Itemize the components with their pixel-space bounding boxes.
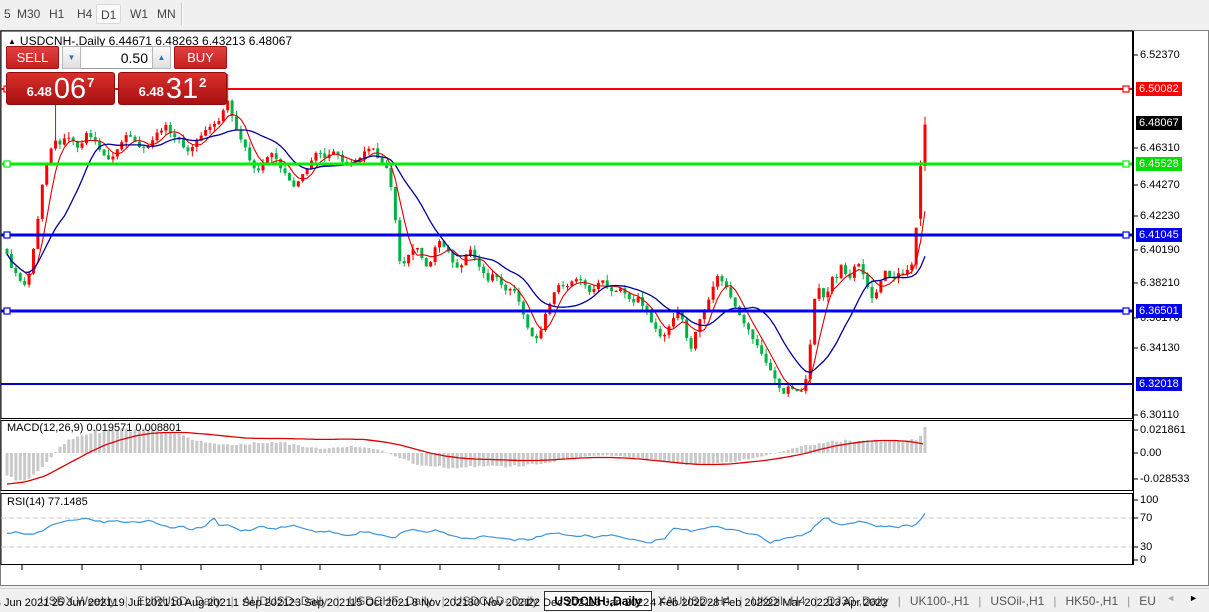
- price-level-badge: 6.45528: [1136, 157, 1182, 171]
- date-tick-label: 13 Jan 2022: [588, 597, 650, 609]
- chart-tab-eurusd-daily[interactable]: EURUSD-,Daily: [136, 593, 222, 608]
- tab-separator: |: [230, 593, 234, 608]
- volume-stepper: ▼ ▲: [62, 46, 171, 69]
- chart-tab-xauusd-h4[interactable]: XAUUSD-,H4: [657, 593, 731, 608]
- date-tick-label: 13 Apr 2022: [828, 597, 888, 609]
- chart-tab-usoil-h1[interactable]: USOil-,H1: [990, 593, 1045, 608]
- price-tick-label: 30: [1140, 541, 1153, 553]
- chart-tab-ukoil-h4[interactable]: UKOil-,H4: [751, 593, 806, 608]
- chart-tab-usdchf-daily[interactable]: USDCHF-,Daily: [348, 593, 433, 608]
- price-axis[interactable]: 6.52370 6.46310 6.44270 6.42230 6.40190 6.382…: [1134, 30, 1209, 586]
- date-tick-label: 22 Mar 2022: [767, 597, 829, 609]
- buy-price-big: 31: [165, 73, 199, 105]
- price-tick-label: 6.52370: [1140, 49, 1180, 61]
- volume-decrease-icon[interactable]: ▼: [62, 46, 81, 69]
- tab-separator: |: [124, 593, 128, 608]
- chart-tab-eu[interactable]: EU: [1139, 593, 1156, 608]
- sell-price-big: 06: [53, 73, 87, 105]
- tab-scroll-right-icon[interactable]: ►: [1189, 593, 1198, 603]
- chart-tab-dj30-daily[interactable]: DJ30-,Daily: [826, 593, 889, 608]
- tab-scroll-left-icon[interactable]: ◄: [1166, 593, 1176, 603]
- chart-tab-usdx-weekly[interactable]: USDX,Weekly: [40, 593, 116, 608]
- volume-increase-icon[interactable]: ▲: [152, 46, 171, 69]
- price-level-badge: 6.36501: [1136, 304, 1182, 318]
- price-tick-label: 70: [1140, 512, 1153, 524]
- candles: [5, 73, 927, 398]
- sell-button[interactable]: SELL: [6, 46, 59, 69]
- price-tick-label: 100: [1140, 494, 1159, 506]
- timeframe-button-H1[interactable]: H1: [49, 7, 65, 21]
- date-tick-label: 19 Jul 2021: [112, 597, 170, 609]
- chart-tab-usdcad-daily[interactable]: USDCAD-,Daily: [453, 593, 539, 608]
- sell-price-sup: 7: [87, 75, 95, 90]
- timeframe-button-MN[interactable]: MN: [157, 7, 176, 21]
- price-tick-label: 6.42230: [1140, 210, 1180, 222]
- sell-price-small: 6.48: [26, 84, 52, 99]
- date-tick-label: 22 Dec 2021: [527, 597, 591, 609]
- date-tick-label: 4 Feb 2022: [650, 597, 706, 609]
- date-tick-label: 25 Jun 2021: [51, 597, 113, 609]
- tab-separator: |: [336, 593, 340, 608]
- price-level-badge: 6.48067: [1136, 116, 1182, 130]
- macd-label: MACD(12,26,9) 0.019571 0.008801: [7, 422, 182, 434]
- date-tick-label: 15 Oct 2021: [350, 597, 410, 609]
- price-tick-label: 6.38210: [1140, 277, 1180, 289]
- price-tick-label: 6.34130: [1140, 342, 1180, 354]
- tab-separator: |: [978, 593, 982, 608]
- price-tick-label: 6.44270: [1140, 179, 1180, 191]
- tab-separator: |: [1053, 593, 1057, 608]
- timeframe-button-D1[interactable]: D1: [96, 4, 122, 24]
- collapse-arrow-icon: ▲: [8, 37, 16, 46]
- chart-tab-audusd-daily[interactable]: AUDUSD-,Daily: [242, 593, 328, 608]
- chart-title: ▲ USDCNH-,Daily 6.44671 6.48263 6.43213 6…: [8, 34, 292, 48]
- buy-price-box[interactable]: 6.48 31 2: [118, 72, 227, 105]
- timeframe-button-5[interactable]: 5: [4, 7, 11, 21]
- date-tick-label: 28 Feb 2022: [707, 597, 769, 609]
- price-tick-label: 0.021861: [1140, 424, 1186, 436]
- date-tick-label: 3 Jun 2021: [0, 597, 50, 609]
- tab-scroll-arrows: ◄ ►: [1159, 593, 1205, 603]
- price-tick-label: 6.30110: [1140, 409, 1179, 421]
- rsi-label: RSI(14) 77.1485: [7, 496, 88, 508]
- price-tick-label: 0.00: [1140, 447, 1162, 459]
- buy-button[interactable]: BUY: [174, 46, 227, 69]
- date-axis[interactable]: 3 Jun 2021 25 Jun 2021 19 Jul 2021 10 Aug 2…: [0, 597, 1133, 612]
- price-tick-label: 0: [1140, 554, 1147, 566]
- date-tick-label: 8 Nov 2021: [411, 597, 469, 609]
- date-tick-label: 1 Sep 2021: [232, 597, 290, 609]
- tab-separator: |: [1127, 593, 1131, 608]
- price-tick-label: -0.028533: [1140, 473, 1190, 485]
- chart-tab-bar: USDX,Weekly | EURUSD-,Daily | AUDUSD-,Daily |…: [0, 588, 1209, 612]
- timeframe-button-H4[interactable]: H4: [77, 7, 93, 21]
- price-level-badge: 6.41045: [1136, 228, 1182, 242]
- chart-canvas[interactable]: [0, 30, 1209, 586]
- tab-separator: |: [441, 593, 445, 608]
- volume-input[interactable]: [81, 46, 152, 69]
- chart-tab-hk50-h1[interactable]: HK50-,H1: [1065, 593, 1119, 608]
- timeframe-toolbar: 5 M30 H1 H4 D1 W1 MN: [0, 0, 1209, 29]
- date-tick-label: 23 Sep 2021: [288, 597, 352, 609]
- price-level-badge: 6.32018: [1136, 377, 1182, 391]
- price-tick-label: 6.40190: [1140, 244, 1180, 256]
- date-tick-label: 10 Aug 2021: [170, 597, 232, 609]
- price-tick-label: 6.46310: [1140, 142, 1180, 154]
- timeframe-button-M30[interactable]: M30: [17, 7, 41, 21]
- one-click-trade-panel: SELL ▼ ▲ BUY 6.48 06 7 6.48 31 2: [6, 46, 227, 105]
- chart-tab-uk100-h1[interactable]: UK100-,H1: [909, 593, 970, 608]
- timeframe-button-W1[interactable]: W1: [130, 7, 148, 21]
- sell-price-box[interactable]: 6.48 06 7: [6, 72, 115, 105]
- chart-tab-usdcnh-daily[interactable]: USDCNH-,Daily: [544, 590, 652, 611]
- toolbar-separator: [181, 3, 182, 25]
- buy-price-small: 6.48: [138, 84, 164, 99]
- tab-separator: |: [897, 593, 901, 608]
- tab-separator: |: [814, 593, 818, 608]
- buy-price-sup: 2: [199, 75, 207, 90]
- chart-title-text: USDCNH-,Daily 6.44671 6.48263 6.43213 6.…: [19, 34, 293, 48]
- date-tick-label: 30 Nov 2021: [467, 597, 531, 609]
- price-level-badge: 6.50082: [1136, 82, 1182, 96]
- tab-separator: |: [739, 593, 743, 608]
